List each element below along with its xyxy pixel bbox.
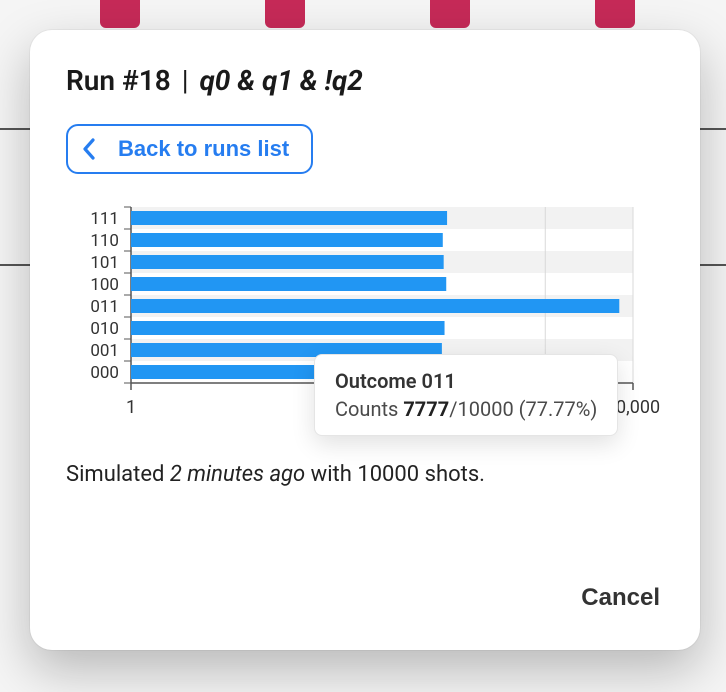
simulation-status: Simulated 2 minutes ago with 10000 shots… [66, 462, 664, 487]
status-prefix: Simulated [66, 462, 170, 487]
tooltip-count: 7777 [403, 397, 449, 421]
title-run-id: Run #18 [66, 64, 171, 97]
title-expression: q0 & q1 & !q2 [199, 64, 362, 97]
cancel-button[interactable]: Cancel [577, 576, 664, 620]
title-separator: | [175, 64, 196, 97]
svg-text:010: 010 [90, 319, 119, 339]
modal-title: Run #18 | q0 & q1 & !q2 [66, 64, 664, 98]
back-button-label: Back to runs list [118, 136, 289, 162]
svg-text:011: 011 [90, 297, 119, 317]
svg-text:110: 110 [90, 231, 119, 251]
tooltip-total: /10000 [449, 397, 518, 421]
tooltip-outcome-value: 011 [422, 369, 456, 393]
svg-text:1: 1 [126, 397, 136, 418]
svg-text:101: 101 [90, 253, 119, 273]
tooltip-counts-label: Counts [335, 397, 403, 421]
back-to-runs-button[interactable]: Back to runs list [66, 124, 313, 174]
svg-text:100: 100 [90, 275, 119, 295]
status-suffix: with 10000 shots. [305, 462, 485, 487]
svg-text:000: 000 [90, 363, 119, 383]
svg-text:001: 001 [90, 341, 119, 361]
tooltip-pct: (77.77%) [519, 397, 598, 421]
status-time-ago: 2 minutes ago [170, 462, 305, 487]
histogram-chart: 11111010110001101000100012,00010,000 Out… [66, 204, 664, 434]
tooltip-outcome-label: Outcome [335, 369, 422, 393]
modal-footer: Cancel [66, 576, 664, 620]
run-detail-modal: Run #18 | q0 & q1 & !q2 Back to runs lis… [30, 30, 700, 650]
chevron-left-icon [82, 138, 96, 160]
svg-text:111: 111 [90, 209, 119, 229]
chart-tooltip: Outcome 011 Counts 7777/10000 (77.77%) [314, 354, 618, 436]
